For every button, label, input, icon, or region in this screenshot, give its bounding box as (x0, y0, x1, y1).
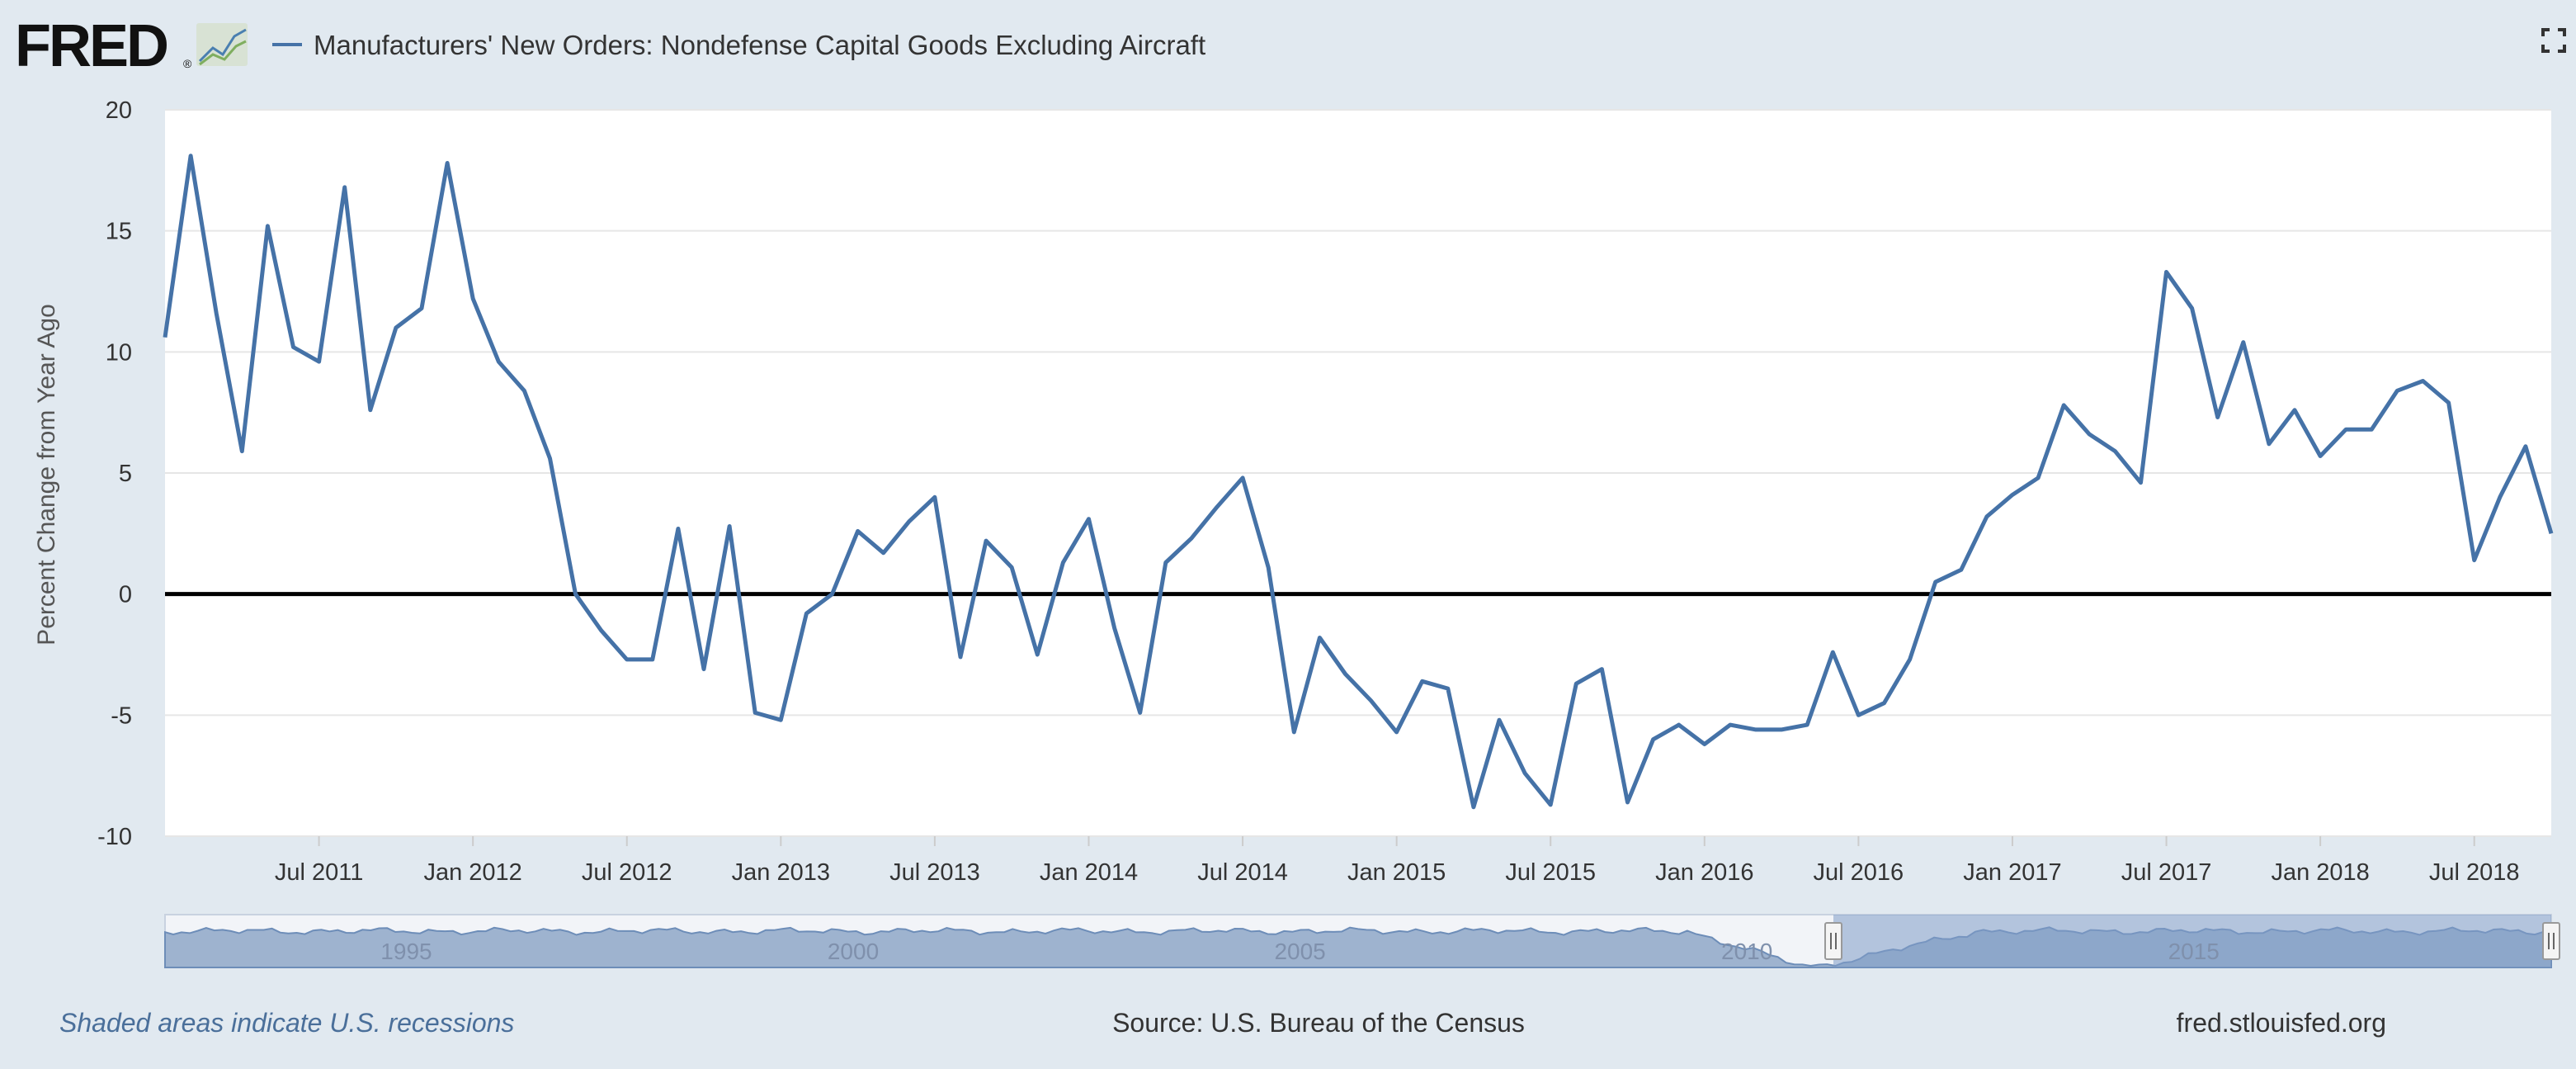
recession-note: Shaded areas indicate U.S. recessions (59, 1008, 514, 1038)
x-tick-label: Jan 2012 (423, 859, 521, 886)
navigator-year-label: 2010 (1721, 939, 1772, 964)
x-tick-label: Jan 2016 (1655, 859, 1753, 886)
y-tick-label: 15 (106, 219, 132, 245)
y-tick-label: -10 (97, 824, 132, 850)
navigator-year-label: 2015 (2168, 939, 2220, 964)
y-axis-ticks: 20 15 10 5 0 -5 -10 (97, 97, 132, 850)
legend-label[interactable]: Manufacturers' New Orders: Nondefense Ca… (314, 30, 1205, 60)
source-note: Source: U.S. Bureau of the Census (1112, 1008, 1525, 1038)
navigator-year-label: 1995 (380, 939, 432, 964)
y-axis-label: Percent Change from Year Ago (33, 304, 60, 646)
series-line[interactable] (163, 154, 2554, 810)
fred-logo[interactable]: FRED ® (15, 13, 248, 79)
x-tick-label: Jul 2013 (889, 859, 980, 886)
fred-graph-icon (196, 23, 248, 66)
x-tick-label: Jan 2015 (1347, 859, 1446, 886)
registered-mark: ® (183, 57, 192, 70)
fred-logo-text: FRED (15, 13, 167, 79)
x-tick-label: Jan 2013 (732, 859, 830, 886)
navigator-year-labels: 1995 2000 2005 2010 2015 (380, 939, 2220, 964)
x-tick-label: Jan 2017 (1963, 859, 2061, 886)
x-tick-label: Jul 2011 (275, 859, 364, 886)
x-tick-label: Jan 2014 (1040, 859, 1138, 886)
navigator-selected-range[interactable] (1833, 915, 2551, 967)
x-tick-label: Jul 2014 (1197, 859, 1288, 886)
x-tick-label: Jan 2018 (2271, 859, 2369, 886)
navigator-handle-right[interactable] (2542, 922, 2560, 960)
y-tick-label: 20 (106, 97, 132, 124)
y-tick-label: 5 (119, 461, 132, 487)
navigator-year-label: 2005 (1274, 939, 1325, 964)
x-tick-label: Jul 2017 (2121, 859, 2212, 886)
x-tick-label: Jul 2012 (582, 859, 672, 886)
gridlines (165, 109, 2551, 837)
fullscreen-expand-icon[interactable] (2541, 28, 2566, 53)
fred-url-link[interactable]: fred.stlouisfed.org (2177, 1008, 2386, 1038)
y-tick-label: -5 (111, 702, 132, 729)
x-tick-label: Jul 2018 (2429, 859, 2520, 886)
navigator-handle-left[interactable] (1824, 922, 1842, 960)
navigator-year-label: 2000 (828, 939, 879, 964)
x-tick-label: Jul 2015 (1505, 859, 1596, 886)
x-axis-ticks: Jul 2011 Jan 2012 Jul 2012 Jan 2013 Jul 2013… (275, 836, 2520, 886)
navigator[interactable]: 1995 2000 2005 2010 2015 (164, 914, 2560, 968)
y-tick-label: 0 (119, 582, 132, 608)
x-tick-label: Jul 2016 (1814, 859, 1904, 886)
y-tick-label: 10 (106, 339, 132, 366)
